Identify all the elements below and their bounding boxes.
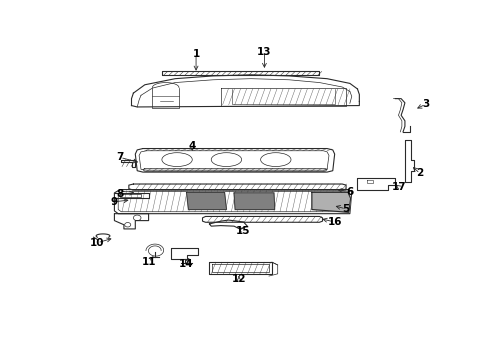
Text: 7: 7	[117, 152, 124, 162]
Text: 5: 5	[343, 204, 350, 214]
Text: 14: 14	[179, 258, 194, 269]
Text: 4: 4	[189, 141, 196, 151]
Text: 9: 9	[111, 197, 118, 207]
Text: 6: 6	[346, 186, 353, 197]
Text: 2: 2	[416, 168, 424, 179]
Text: 8: 8	[117, 189, 124, 199]
Polygon shape	[234, 193, 275, 210]
Polygon shape	[312, 192, 351, 212]
Text: 10: 10	[90, 238, 104, 248]
Text: 3: 3	[422, 99, 429, 109]
Text: 16: 16	[327, 217, 342, 227]
Text: 17: 17	[392, 183, 407, 192]
Polygon shape	[187, 192, 226, 210]
Text: 1: 1	[193, 49, 200, 59]
Text: 12: 12	[232, 274, 246, 284]
Text: 15: 15	[236, 226, 251, 236]
Text: 11: 11	[141, 257, 156, 267]
Text: 13: 13	[257, 46, 271, 57]
